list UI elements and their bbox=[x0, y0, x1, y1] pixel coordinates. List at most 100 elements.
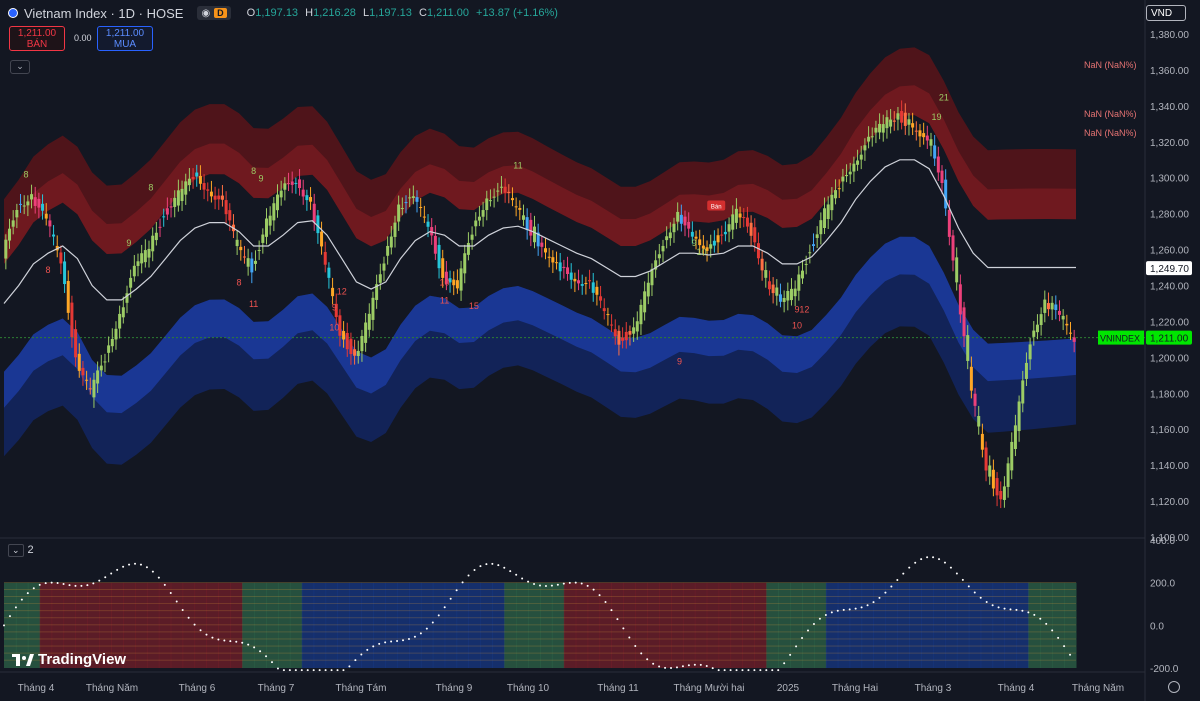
candle-body bbox=[606, 314, 610, 316]
candle-body bbox=[96, 370, 100, 384]
oscillator-dot bbox=[652, 662, 655, 665]
indicator-heat-cell bbox=[563, 582, 577, 668]
candle-body bbox=[845, 174, 849, 177]
candle-body bbox=[591, 282, 595, 293]
indicator-heat-cell bbox=[4, 582, 17, 668]
gear-icon[interactable] bbox=[1168, 681, 1180, 693]
oscillator-dot bbox=[801, 637, 804, 640]
candle-body bbox=[213, 195, 217, 200]
oscillator-dot bbox=[634, 644, 637, 647]
currency-selector[interactable]: VND bbox=[1146, 5, 1186, 21]
oscillator-dot bbox=[729, 669, 732, 672]
x-axis-label: Tháng Năm bbox=[1072, 683, 1124, 694]
indicator-heat-cell bbox=[63, 582, 76, 668]
candle-body bbox=[8, 228, 12, 241]
candle-body bbox=[187, 178, 191, 186]
oscillator-dot bbox=[14, 606, 17, 609]
x-axis-label: Tháng 11 bbox=[597, 683, 639, 694]
candle-body bbox=[595, 286, 599, 295]
band-label: NaN (NaN%) bbox=[1084, 109, 1137, 119]
candle-body bbox=[1013, 425, 1017, 450]
oscillator-dot bbox=[1039, 617, 1042, 620]
oscillator-dot bbox=[3, 624, 5, 627]
candle-body bbox=[426, 221, 430, 227]
candle-body bbox=[129, 277, 133, 288]
candle-body bbox=[276, 194, 280, 211]
open-value: 1,197.13 bbox=[255, 7, 299, 19]
oscillator-dot bbox=[80, 584, 83, 587]
indicator-heat-cell bbox=[39, 582, 53, 668]
chevron-down-icon[interactable]: ⌄ bbox=[10, 60, 30, 74]
candle-body bbox=[44, 213, 48, 219]
candle-body bbox=[745, 217, 749, 227]
oscillator-dot bbox=[616, 618, 619, 621]
x-axis-label: Tháng 6 bbox=[179, 683, 216, 694]
indicator-heat-cell bbox=[408, 582, 422, 668]
y-tick-label: 1,300.00 bbox=[1150, 174, 1189, 185]
candle-body bbox=[837, 188, 841, 190]
sell-button[interactable]: 1,211.00 BÁN bbox=[9, 26, 65, 51]
candle-body bbox=[863, 145, 867, 151]
candle-body bbox=[514, 206, 518, 208]
oscillator-dot bbox=[687, 664, 690, 667]
indicator-heat-cell bbox=[301, 582, 315, 668]
tradingview-logo[interactable]: TradingView bbox=[12, 651, 126, 668]
oscillator-dot bbox=[294, 669, 297, 672]
candle-body bbox=[955, 257, 959, 283]
candle-body bbox=[698, 239, 702, 246]
candle-body bbox=[760, 258, 764, 271]
y-tick-label: 1,180.00 bbox=[1150, 389, 1189, 400]
candle-body bbox=[874, 127, 878, 133]
symbol-logo-icon bbox=[8, 8, 18, 18]
candle-body bbox=[503, 186, 507, 193]
indicator-heat-cell bbox=[432, 582, 446, 668]
indicator-pane-header[interactable]: ⌄ 2 bbox=[8, 543, 34, 557]
candle-body bbox=[41, 203, 45, 211]
candle-body bbox=[33, 197, 37, 206]
candle-body bbox=[433, 235, 437, 254]
oscillator-dot bbox=[1057, 636, 1060, 639]
indicator-heat-cell bbox=[15, 582, 29, 668]
oscillator-dot bbox=[151, 570, 154, 573]
oscillator-dot bbox=[199, 629, 202, 632]
candle-body bbox=[349, 338, 353, 355]
oscillator-dot bbox=[116, 568, 119, 571]
y-tick-label: 1,200.00 bbox=[1150, 353, 1189, 364]
x-axis-label: 2025 bbox=[777, 683, 800, 694]
candle-body bbox=[815, 234, 819, 238]
indicator-heat-cell bbox=[825, 582, 839, 668]
y-tick-label: 1,160.00 bbox=[1150, 425, 1189, 436]
symbol-title[interactable]: Vietnam Index · 1D · HOSE bbox=[24, 5, 184, 21]
indicator-heat-cell bbox=[599, 582, 612, 668]
oscillator-dot bbox=[920, 558, 923, 561]
candle-body bbox=[720, 234, 724, 236]
oscillator-dot bbox=[699, 663, 702, 666]
oscillator-dot bbox=[193, 623, 196, 626]
indicator-heat-cell bbox=[1016, 582, 1029, 668]
candle-body bbox=[367, 313, 371, 330]
oscillator-dot bbox=[1009, 608, 1012, 611]
oscillator-dot bbox=[259, 650, 262, 653]
x-axis-label: Tháng 9 bbox=[436, 683, 473, 694]
indicator-heat-cell bbox=[75, 582, 88, 668]
candle-body bbox=[378, 274, 382, 283]
chevron-down-icon[interactable]: ⌄ bbox=[8, 543, 24, 557]
candle-body bbox=[136, 261, 140, 266]
candle-body bbox=[907, 119, 911, 125]
oscillator-dot bbox=[407, 637, 410, 640]
oscillator-dot bbox=[271, 661, 273, 664]
buy-button[interactable]: 1,211.00 MUA bbox=[97, 26, 153, 51]
candle-body bbox=[195, 172, 199, 177]
oscillator-dot bbox=[741, 669, 744, 672]
status-badge[interactable]: ◉ D bbox=[197, 6, 231, 20]
oscillator-dot bbox=[544, 584, 547, 587]
oscillator-dot bbox=[693, 663, 696, 666]
lower-band-inner bbox=[4, 236, 1076, 414]
oscillator-dot bbox=[312, 669, 315, 672]
candle-body bbox=[683, 216, 687, 226]
candle-body bbox=[345, 332, 349, 350]
oscillator-dot bbox=[622, 627, 625, 630]
sell-signal-tag[interactable] bbox=[707, 200, 726, 211]
indicator-heat-cell bbox=[1052, 582, 1065, 668]
